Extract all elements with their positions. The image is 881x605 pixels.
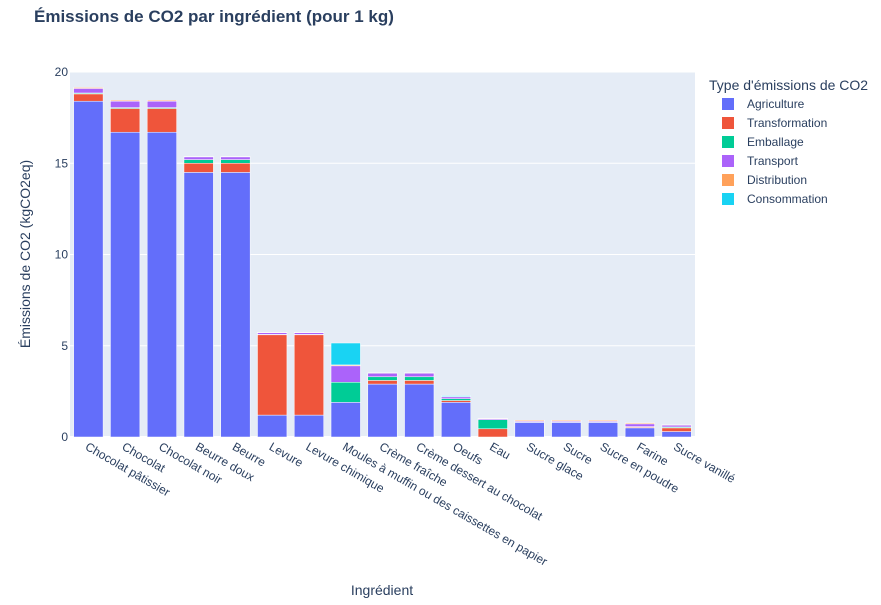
bar-segment-agriculture[interactable] [661,431,692,438]
bar-segment-emballage[interactable] [330,382,361,403]
bar-segment-transport[interactable] [624,423,655,427]
bars-group [73,87,692,438]
bar-segment-transformation[interactable] [146,108,177,133]
bar-segment-agriculture[interactable] [183,172,214,438]
bar-segment-distribution[interactable] [73,87,104,89]
bar-segment-agriculture[interactable] [146,131,177,438]
y-tick-label: 20 [55,65,69,79]
legend-swatch-transport[interactable] [722,155,734,167]
legend-label[interactable]: Distribution [747,173,807,187]
bar-segment-transformation[interactable] [477,428,508,438]
bar-segment-agriculture[interactable] [220,172,251,438]
bar-segment-consommation[interactable] [441,395,471,397]
bar-segment-emballage[interactable] [477,419,508,430]
bar-segment-transformation[interactable] [183,163,214,173]
y-tick-label: 10 [55,248,69,262]
y-axis-title: Émissions de CO2 (kgCO2eq) [17,160,33,348]
bar-segment-transformation[interactable] [110,108,141,133]
bar-segment-transformation[interactable] [441,400,471,403]
y-tick-label: 5 [61,339,68,353]
bar-segment-distribution[interactable] [551,419,582,422]
bar-segment-transport[interactable] [220,156,251,160]
bar-segment-agriculture[interactable] [367,383,398,438]
bar-segment-transport[interactable] [146,100,177,108]
bar-segment-agriculture[interactable] [330,402,361,438]
bar-segment-agriculture[interactable] [110,131,141,438]
x-tick-label: Sucre vanillé [671,439,738,486]
bar-segment-transformation[interactable] [73,93,104,102]
bar-segment-distribution[interactable] [514,419,545,422]
legend-swatch-transformation[interactable] [722,117,734,129]
legend-label[interactable]: Transformation [747,116,827,130]
x-axis-title: Ingrédient [351,582,413,598]
y-axis-ticks: 0 5 10 15 20 [55,65,69,444]
legend-swatch-distribution[interactable] [722,174,734,186]
bar-segment-distribution[interactable] [110,100,141,102]
bar-segment-transport[interactable] [73,88,104,94]
bar-segment-transport[interactable] [330,365,361,383]
bar-segment-distribution[interactable] [624,422,655,425]
bar-segment-agriculture[interactable] [257,414,288,438]
bar-segment-transport[interactable] [441,396,471,399]
legend-swatch-emballage[interactable] [722,136,734,148]
bar-segment-transformation[interactable] [257,334,288,416]
bar-segment-agriculture[interactable] [514,422,545,438]
bar-segment-distribution[interactable] [146,100,177,102]
y-tick-label: 15 [55,156,69,170]
legend-label[interactable]: Consommation [747,192,828,206]
bar-segment-transformation[interactable] [661,427,692,432]
y-tick-label: 0 [61,430,68,444]
bar-segment-transport[interactable] [110,100,141,108]
bar-segment-emballage[interactable] [220,159,251,164]
bar-segment-agriculture[interactable] [73,100,104,438]
legend-swatch-consommation[interactable] [722,193,734,205]
chart-title: Émissions de CO2 par ingrédient (pour 1 … [34,7,394,26]
bar-segment-consommation[interactable] [330,342,361,366]
legend-label[interactable]: Agriculture [747,97,805,111]
bar-segment-agriculture[interactable] [441,402,471,438]
bar-segment-transport[interactable] [294,332,324,335]
bar-segment-transport[interactable] [367,372,398,378]
bar-segment-transport[interactable] [661,424,692,428]
x-tick-label: Levure [267,439,306,470]
bar-segment-distribution[interactable] [588,419,619,422]
bar-segment-agriculture[interactable] [294,414,324,438]
bar-segment-emballage[interactable] [367,376,398,381]
bar-segment-transport[interactable] [257,332,288,335]
legend-label[interactable]: Emballage [747,135,804,149]
bar-segment-transformation[interactable] [367,380,398,385]
bar-segment-agriculture[interactable] [551,422,582,438]
bar-segment-agriculture[interactable] [588,422,619,438]
bar-segment-emballage[interactable] [183,159,214,164]
legend[interactable]: Type d'émissions de CO2 Agriculture Trans… [709,77,868,206]
bar-segment-transformation[interactable] [220,163,251,173]
legend-label[interactable]: Transport [747,154,799,168]
bar-segment-emballage[interactable] [441,398,471,401]
bar-segment-agriculture[interactable] [624,427,655,438]
bar-segment-agriculture[interactable] [404,383,435,438]
bar-segment-emballage[interactable] [404,376,435,381]
x-tick-label: Eau [487,439,512,462]
legend-title: Type d'émissions de CO2 [709,77,868,93]
bar-segment-transport[interactable] [404,372,435,378]
bar-segment-transformation[interactable] [404,380,435,385]
legend-swatch-agriculture[interactable] [722,98,734,110]
bar-segment-transport[interactable] [183,156,214,160]
bar-segment-transformation[interactable] [294,334,324,416]
